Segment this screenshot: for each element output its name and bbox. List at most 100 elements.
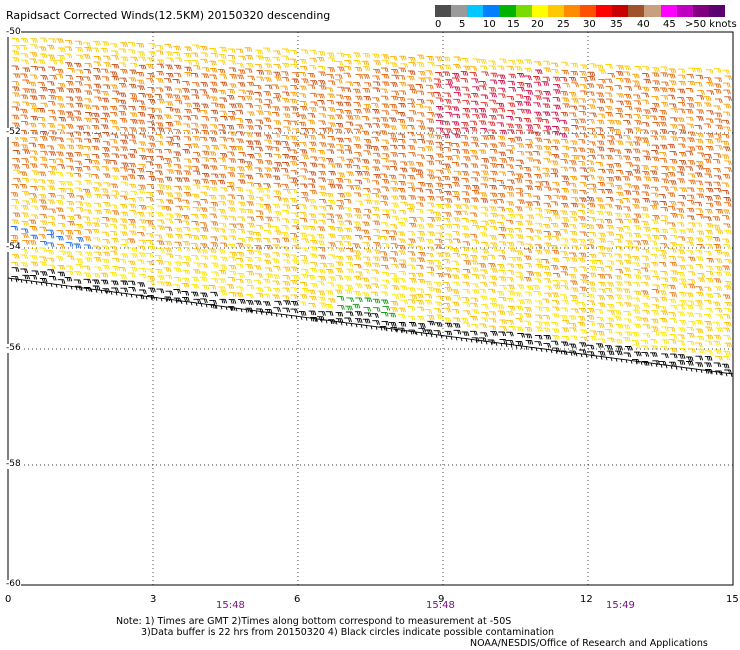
wind-barb: [427, 217, 436, 222]
wind-barb: [37, 117, 46, 122]
wind-barb: [344, 128, 353, 133]
wind-barb: [263, 238, 271, 243]
wind-barb: [588, 154, 596, 160]
wind-barb: [166, 72, 174, 78]
wind-barb: [245, 161, 253, 166]
wind-barb: [390, 180, 399, 186]
wind-barb: [569, 211, 578, 216]
wind-barb: [480, 142, 489, 148]
wind-barb: [678, 129, 687, 134]
wind-barb: [138, 226, 147, 231]
wind-barb: [552, 335, 560, 340]
wind-barb: [613, 120, 622, 125]
wind-barb: [102, 112, 110, 118]
wind-barb: [255, 273, 263, 278]
wind-barb: [705, 139, 714, 144]
wind-barb: [453, 329, 462, 335]
wind-barb: [596, 317, 604, 322]
wind-barb: [426, 223, 434, 229]
wind-barb: [569, 230, 578, 236]
wind-barb-edge: [177, 300, 184, 305]
wind-barb: [426, 118, 435, 124]
wind-barb: [604, 329, 613, 334]
wind-barb: [696, 109, 704, 114]
wind-barb: [616, 170, 624, 175]
wind-barb: [157, 219, 165, 225]
wind-barb: [488, 60, 497, 66]
wind-barb: [544, 186, 552, 192]
wind-barb: [246, 145, 255, 151]
wind-barb: [587, 238, 595, 244]
wind-barb: [129, 127, 137, 132]
wind-barb: [380, 284, 388, 290]
wind-barb: [291, 219, 300, 224]
wind-barb: [471, 239, 480, 245]
wind-barb: [669, 242, 678, 247]
wind-barb: [219, 136, 228, 142]
wind-barb: [156, 59, 165, 65]
wind-barb: [497, 107, 506, 113]
wind-barb: [291, 72, 300, 77]
wind-barb: [569, 175, 578, 181]
wind-barb: [613, 129, 622, 134]
wind-barb: [633, 176, 642, 181]
wind-barb: [12, 45, 20, 50]
wind-barb: [469, 66, 478, 71]
wind-barb: [362, 318, 371, 324]
wind-barb: [372, 109, 380, 114]
wind-barb: [643, 155, 652, 161]
wind-barb: [677, 108, 686, 114]
wind-barb: [218, 209, 226, 214]
wind-barb: [577, 203, 586, 209]
wind-barb: [417, 315, 425, 321]
wind-barb: [670, 124, 678, 129]
wind-barb: [525, 220, 533, 226]
wind-barb: [408, 110, 417, 115]
wind-barb: [28, 88, 37, 94]
wind-barb: [262, 278, 271, 284]
wind-barb: [174, 261, 182, 267]
wind-barb: [46, 242, 55, 248]
wind-barb: [622, 288, 631, 294]
wind-barb: [480, 255, 489, 261]
wind-barb: [172, 94, 181, 100]
wind-barb: [650, 107, 658, 113]
wind-barb: [461, 171, 470, 176]
wind-barb: [515, 221, 524, 226]
wind-barb: [651, 87, 660, 92]
wind-barb: [309, 219, 318, 224]
wind-barb: [704, 181, 713, 187]
wind-barb: [264, 111, 272, 116]
wind-barb: [337, 192, 346, 198]
wind-barb: [209, 157, 217, 163]
wind-barb: [109, 224, 118, 229]
wind-barb-edge: [672, 365, 679, 370]
wind-barb: [73, 131, 82, 137]
wind-barb: [543, 158, 551, 163]
wind-barb: [407, 299, 416, 304]
wind-barb: [390, 251, 399, 256]
wind-barb: [604, 288, 613, 293]
wind-barb: [451, 308, 460, 314]
wind-barb: [453, 253, 461, 258]
wind-barb: [66, 201, 75, 206]
wind-barb: [706, 146, 714, 151]
wind-barb-edge: [32, 280, 39, 285]
wind-barb: [229, 74, 237, 79]
wind-barb-edge: [527, 346, 534, 351]
wind-barb: [47, 123, 56, 128]
wind-barb: [712, 216, 721, 221]
wind-barb: [57, 264, 66, 270]
wind-barb: [346, 297, 354, 303]
wind-barb: [597, 134, 606, 139]
wind-barb: [651, 310, 659, 315]
wind-barb: [661, 186, 669, 191]
wind-barb-edge: [292, 315, 299, 320]
wind-barb: [163, 267, 172, 272]
wind-barb: [596, 331, 605, 336]
wind-barb: [641, 86, 650, 92]
wind-barb: [298, 72, 307, 77]
wind-barb: [552, 97, 561, 102]
wind-barb: [632, 80, 640, 86]
wind-barb: [598, 288, 606, 294]
